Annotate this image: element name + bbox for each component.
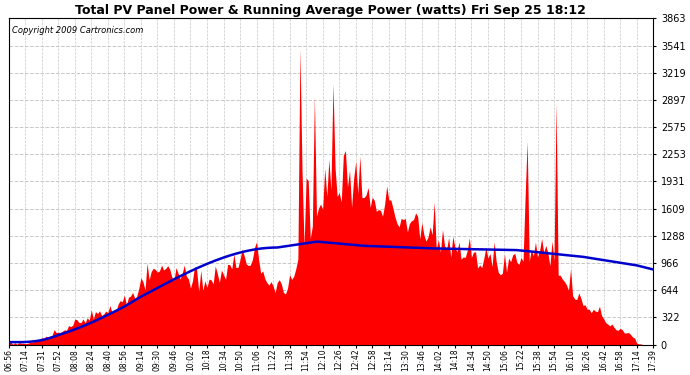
Title: Total PV Panel Power & Running Average Power (watts) Fri Sep 25 18:12: Total PV Panel Power & Running Average P… <box>75 4 586 17</box>
Text: Copyright 2009 Cartronics.com: Copyright 2009 Cartronics.com <box>12 27 144 36</box>
